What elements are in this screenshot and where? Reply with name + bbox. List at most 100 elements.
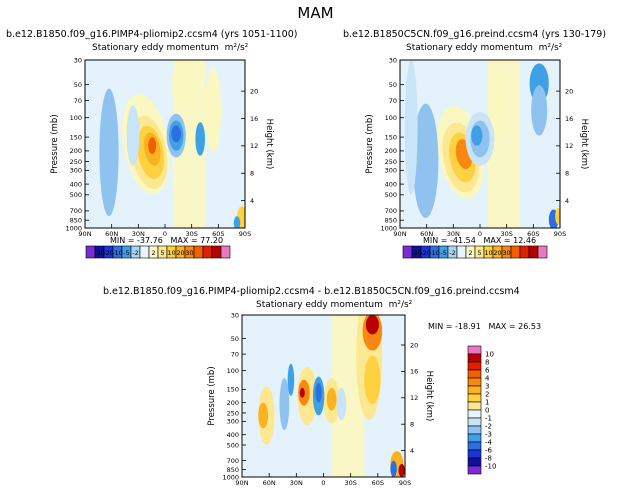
colorbar-label: -1 [485,415,492,423]
contour-region [287,363,295,396]
x-tick-label: 90N [235,479,248,487]
colorbar-diff [467,345,482,475]
contour-region [531,85,548,136]
colorbar-swatch [528,245,539,259]
y-tick-label: 300 [227,418,239,426]
colorbar-label: -5 [440,249,446,257]
panel-2-minmax: MIN = -41.54 MAX = 12.46 [423,236,537,245]
colorbar-label: -8 [485,455,492,463]
panel-3-minmax: MIN = -18.91 MAX = 26.53 [428,322,542,331]
y-right-tick-label: 12 [565,142,573,150]
x-tick-label: 90N [78,230,91,238]
x-tick-label: 30N [132,230,145,238]
panel-3-title: b.e12.B1850.f09_g16.PIMP4-pliomip2.ccsm4… [103,286,520,297]
colorbar-label: -2 [485,423,492,431]
colorbar-label: 30 [502,249,510,257]
y-right-tick-label: 4 [565,197,569,205]
y-tick-label: 1000 [222,473,239,481]
contour-region [279,378,290,431]
colorbar-swatch [510,245,521,259]
colorbar-label: 2 [151,249,155,257]
colorbar-swatch [467,465,482,475]
y-tick-label: 400 [227,431,239,439]
contour-region [299,387,305,398]
colorbar-swatch [467,425,482,435]
colorbar-swatch [467,393,482,403]
colorbar-swatch [519,245,530,259]
y-right-tick-label: 8 [565,170,569,178]
colorbar-label: 5 [160,249,164,257]
y-right-tick-label: 20 [565,87,573,95]
colorbar-label: 3 [485,383,489,391]
y-tick-label: 150 [70,133,82,141]
contour-region [148,137,157,155]
x-tick-label: 90S [554,230,566,238]
colorbar-swatch [467,449,482,459]
y-right-tick-label: 4 [410,447,414,455]
colorbar-label: 8 [485,359,489,367]
y-tick-label: 150 [385,133,397,141]
contour-region [171,61,197,109]
y-axis-label: Pressure (mb) [365,114,375,173]
y-right-tick-label: 8 [250,170,254,178]
y-tick-label: 100 [385,114,397,122]
colorbar-1 [85,245,231,259]
contour-region [171,125,181,143]
colorbar-swatch [467,417,482,427]
colorbar-label: -20 [420,249,431,257]
y-right-tick-label: 12 [410,394,418,402]
colorbar-label: 0 [485,407,489,415]
panel-1-plot [84,59,246,229]
y-tick-label: 70 [389,97,397,105]
y-right-tick-label: 20 [410,341,418,349]
y-tick-label: 700 [385,207,397,215]
colorbar-label: 2 [485,391,489,399]
y-tick-label: 50 [74,81,82,89]
colorbar-swatch [456,245,467,259]
y-tick-label: 200 [70,147,82,155]
y-right-tick-label: 16 [410,368,418,376]
x-tick-label: 60S [212,230,224,238]
y-tick-label: 50 [231,335,239,343]
x-tick-label: 90S [399,479,411,487]
contour-region [315,383,322,403]
colorbar-swatch [467,385,482,395]
contour-region [398,464,405,477]
y-tick-label: 1000 [65,224,82,232]
colorbar-label: -3 [485,431,492,439]
colorbar-label: -10 [112,249,123,257]
y-tick-label: 700 [227,457,239,465]
y-tick-label: 850 [70,217,82,225]
panel-3-subtitle: Stationary eddy momentum m²/s² [256,300,413,310]
colorbar-swatch [220,245,231,259]
colorbar-label: 6 [485,367,490,375]
x-tick-label: 60N [105,230,118,238]
colorbar-label: -2 [449,249,455,257]
y-axis-label: Pressure (mb) [50,114,60,173]
colorbar-label: 30 [185,249,193,257]
y-right-tick-label: 4 [250,197,254,205]
colorbar-swatch [193,245,204,259]
x-tick-label: 60S [372,479,384,487]
y-right-tick-label: 16 [250,115,258,123]
contour-region [195,122,205,156]
x-tick-label: 90S [239,230,251,238]
colorbar-swatch [202,245,213,259]
y-tick-label: 200 [227,399,239,407]
colorbar-label: 10 [167,249,175,257]
y-tick-label: 500 [70,191,82,199]
y-tick-label: 250 [227,409,239,417]
x-tick-label: 60N [263,479,276,487]
contour-region [365,315,379,335]
y-tick-label: 50 [389,81,397,89]
colorbar-label: -6 [485,447,493,455]
y-axis-label: Pressure (mb) [207,366,217,425]
colorbar-label: 10 [485,351,494,359]
x-tick-label: 0 [478,230,482,238]
colorbar-label: -30 [94,249,105,257]
y-tick-label: 200 [385,147,397,155]
contour-field [404,60,560,228]
colorbar-swatch [467,433,482,443]
y-right-tick-label: 12 [250,142,258,150]
